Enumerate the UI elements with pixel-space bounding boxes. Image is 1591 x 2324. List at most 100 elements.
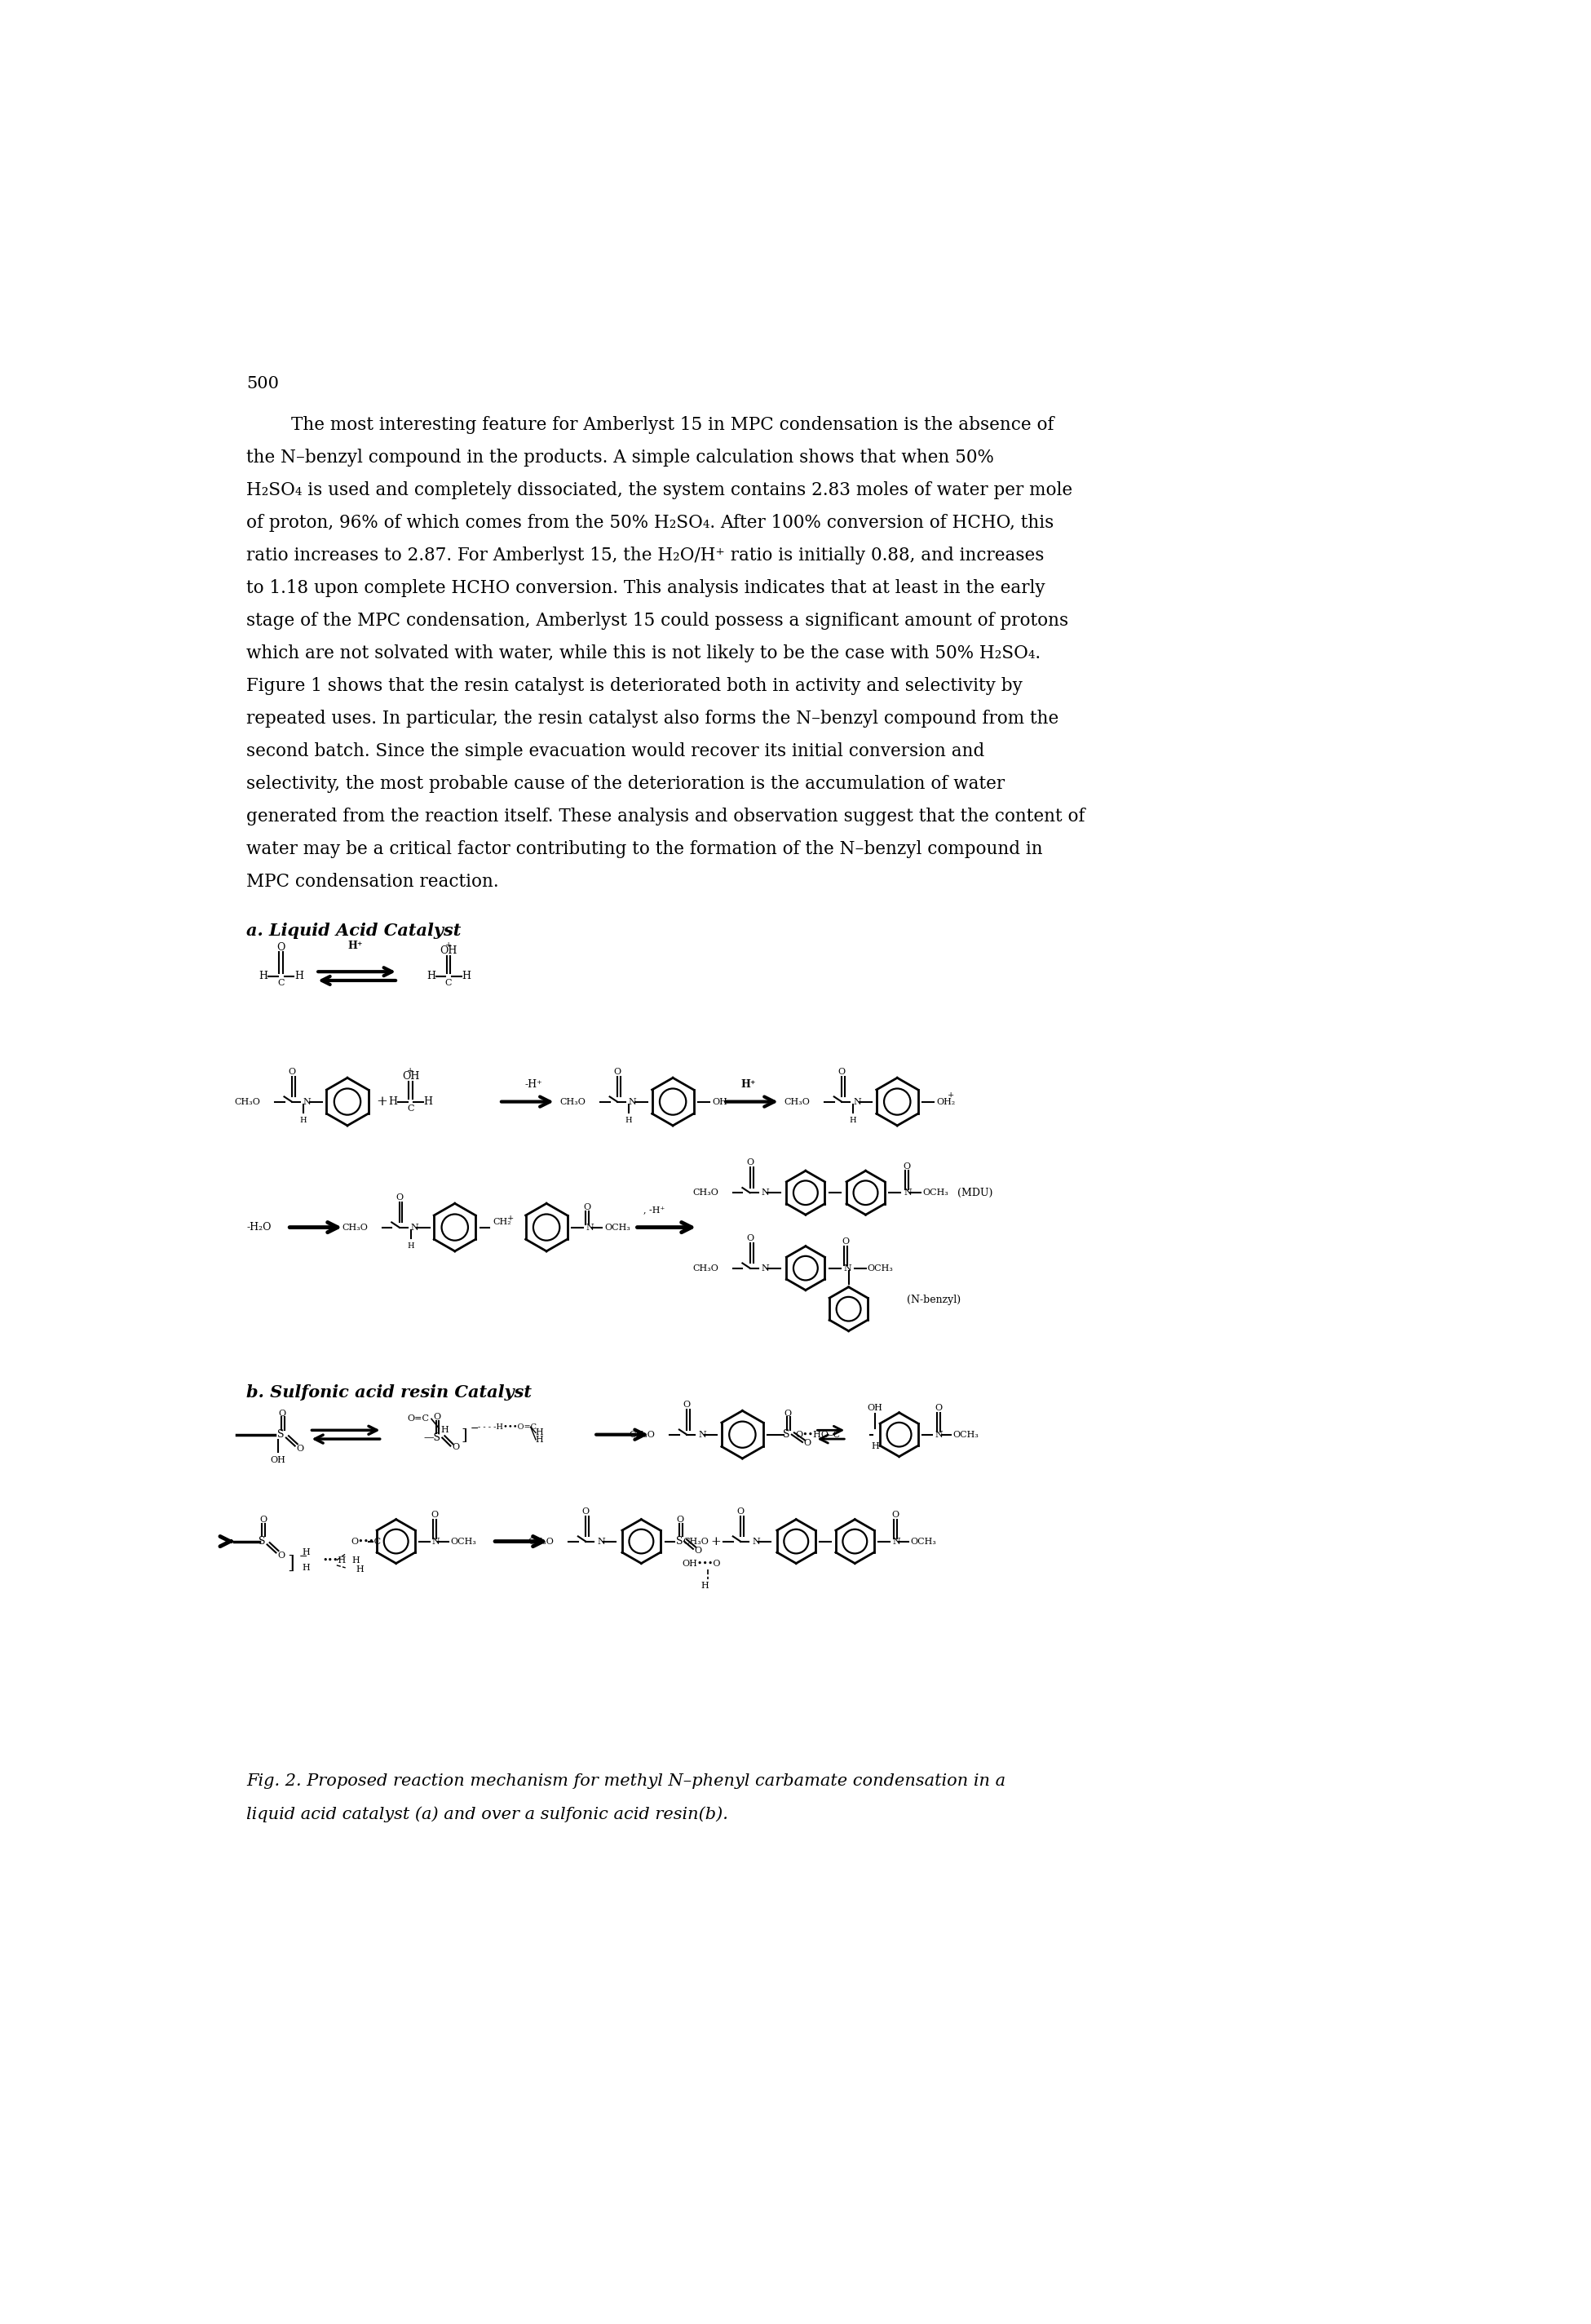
Text: CH₃O: CH₃O bbox=[560, 1097, 585, 1106]
Text: H: H bbox=[407, 1243, 414, 1250]
Text: N: N bbox=[843, 1264, 851, 1271]
Text: S: S bbox=[783, 1429, 791, 1441]
Text: N: N bbox=[698, 1432, 706, 1439]
Text: N: N bbox=[304, 1097, 312, 1106]
Text: O: O bbox=[277, 1550, 285, 1559]
Text: of proton, 96% of which comes from the 50% H₂SO₄. After 100% conversion of HCHO,: of proton, 96% of which comes from the 5… bbox=[247, 514, 1053, 532]
Text: +: + bbox=[407, 1067, 414, 1074]
Text: O: O bbox=[452, 1443, 460, 1450]
Text: N: N bbox=[628, 1097, 636, 1106]
Text: C: C bbox=[445, 978, 452, 988]
Text: CH₂: CH₂ bbox=[493, 1218, 511, 1227]
Text: -H⁺: -H⁺ bbox=[525, 1078, 543, 1090]
Text: O: O bbox=[582, 1508, 589, 1515]
Text: Figure 1 shows that the resin catalyst is deteriorated both in activity and sele: Figure 1 shows that the resin catalyst i… bbox=[247, 676, 1023, 695]
Text: second batch. Since the simple evacuation would recover its initial conversion a: second batch. Since the simple evacuatio… bbox=[247, 741, 985, 760]
Text: H: H bbox=[302, 1564, 310, 1571]
Text: O: O bbox=[904, 1162, 910, 1171]
Text: •••H: •••H bbox=[321, 1557, 345, 1564]
Text: water may be a critical factor contributing to the formation of the N–benzyl com: water may be a critical factor contribut… bbox=[247, 841, 1042, 858]
Text: ]: ] bbox=[461, 1427, 468, 1441]
Text: OCH₃: OCH₃ bbox=[867, 1264, 894, 1271]
Text: CH₃O: CH₃O bbox=[234, 1097, 261, 1106]
Text: N: N bbox=[936, 1432, 943, 1439]
Text: OCH₃: OCH₃ bbox=[923, 1188, 948, 1197]
Text: O: O bbox=[278, 1408, 286, 1418]
Text: N: N bbox=[893, 1536, 901, 1545]
Text: O: O bbox=[838, 1067, 845, 1076]
Text: CH₃O: CH₃O bbox=[784, 1097, 810, 1106]
Text: OH: OH bbox=[867, 1404, 883, 1413]
Text: H⁺: H⁺ bbox=[348, 941, 363, 951]
Text: O=C: O=C bbox=[407, 1415, 430, 1422]
Text: repeated uses. In particular, the resin catalyst also forms the N–benzyl compoun: repeated uses. In particular, the resin … bbox=[247, 709, 1058, 727]
Text: The most interesting feature for Amberlyst 15 in MPC condensation is the absence: The most interesting feature for Amberly… bbox=[247, 416, 1053, 435]
Text: OH•••O: OH•••O bbox=[683, 1559, 721, 1566]
Text: N: N bbox=[853, 1097, 861, 1106]
Text: H: H bbox=[535, 1429, 543, 1436]
Text: H₂SO₄ is used and completely dissociated, the system contains 2.83 moles of wate: H₂SO₄ is used and completely dissociated… bbox=[247, 481, 1072, 500]
Text: N: N bbox=[585, 1222, 593, 1232]
Text: Fig. 2. Proposed reaction mechanism for methyl N–phenyl carbamate condensation i: Fig. 2. Proposed reaction mechanism for … bbox=[247, 1773, 1006, 1789]
Text: ]: ] bbox=[288, 1555, 294, 1573]
Text: (MDU): (MDU) bbox=[958, 1188, 993, 1199]
Text: N: N bbox=[904, 1188, 912, 1197]
Text: N: N bbox=[762, 1264, 770, 1271]
Text: S: S bbox=[259, 1536, 266, 1548]
Text: selectivity, the most probable cause of the deterioration is the accumulation of: selectivity, the most probable cause of … bbox=[247, 776, 1006, 792]
Text: −: − bbox=[471, 1422, 479, 1434]
Text: CH₃O: CH₃O bbox=[342, 1222, 368, 1232]
Text: H: H bbox=[625, 1118, 632, 1125]
Text: H: H bbox=[388, 1097, 398, 1106]
Text: N: N bbox=[431, 1536, 439, 1545]
Text: O: O bbox=[431, 1511, 439, 1520]
Text: CH₃O: CH₃O bbox=[628, 1432, 655, 1439]
Text: H: H bbox=[461, 971, 471, 981]
Text: O: O bbox=[746, 1234, 754, 1241]
Text: -H₂O: -H₂O bbox=[247, 1222, 270, 1232]
Text: OCH₃: OCH₃ bbox=[450, 1536, 476, 1545]
Text: OCH₃: OCH₃ bbox=[910, 1536, 937, 1545]
Text: O••HO–C: O••HO–C bbox=[796, 1432, 840, 1439]
Text: OH: OH bbox=[439, 946, 457, 955]
Text: H⁺: H⁺ bbox=[741, 1078, 756, 1090]
Text: - - - -H•••O=C: - - - -H•••O=C bbox=[479, 1422, 536, 1432]
Text: +: + bbox=[508, 1213, 514, 1222]
Text: O: O bbox=[737, 1508, 745, 1515]
Text: N: N bbox=[597, 1536, 605, 1545]
Text: O: O bbox=[288, 1067, 296, 1076]
Text: +: + bbox=[377, 1095, 388, 1109]
Text: S: S bbox=[676, 1536, 683, 1548]
Text: —S: —S bbox=[423, 1432, 441, 1443]
Text: CH₃O: CH₃O bbox=[692, 1264, 719, 1271]
Text: OH: OH bbox=[270, 1455, 285, 1464]
Text: H: H bbox=[259, 971, 267, 981]
Text: H: H bbox=[356, 1566, 364, 1573]
Text: O: O bbox=[746, 1160, 754, 1167]
Text: +: + bbox=[445, 941, 452, 948]
Text: liquid acid catalyst (a) and over a sulfonic acid resin(b).: liquid acid catalyst (a) and over a sulf… bbox=[247, 1806, 729, 1822]
Text: +: + bbox=[711, 1536, 721, 1548]
Text: generated from the reaction itself. These analysis and observation suggest that : generated from the reaction itself. Thes… bbox=[247, 809, 1085, 825]
Text: O: O bbox=[584, 1204, 590, 1211]
Text: O: O bbox=[433, 1413, 441, 1420]
Text: O: O bbox=[396, 1192, 403, 1202]
Text: O: O bbox=[784, 1408, 792, 1418]
Text: H: H bbox=[700, 1583, 708, 1590]
Text: ratio increases to 2.87. For Amberlyst 15, the H₂O/H⁺ ratio is initially 0.88, a: ratio increases to 2.87. For Amberlyst 1… bbox=[247, 546, 1044, 565]
Text: OCH₃: OCH₃ bbox=[953, 1432, 978, 1439]
Text: H: H bbox=[423, 1097, 433, 1106]
Text: CH₃O: CH₃O bbox=[528, 1536, 554, 1545]
Text: 500: 500 bbox=[247, 376, 278, 393]
Text: OH: OH bbox=[713, 1097, 727, 1106]
Text: O: O bbox=[676, 1515, 684, 1525]
Text: the N–benzyl compound in the products. A simple calculation shows that when 50%: the N–benzyl compound in the products. A… bbox=[247, 449, 994, 467]
Text: H: H bbox=[299, 1118, 307, 1125]
Text: which are not solvated with water, while this is not likely to be the case with : which are not solvated with water, while… bbox=[247, 644, 1041, 662]
Text: O•••C: O•••C bbox=[350, 1536, 380, 1545]
Text: CH₃O: CH₃O bbox=[692, 1188, 719, 1197]
Text: C: C bbox=[407, 1104, 414, 1113]
Text: b. Sulfonic acid resin Catalyst: b. Sulfonic acid resin Catalyst bbox=[247, 1385, 531, 1401]
Text: S: S bbox=[277, 1429, 285, 1441]
Text: MPC condensation reaction.: MPC condensation reaction. bbox=[247, 874, 498, 890]
